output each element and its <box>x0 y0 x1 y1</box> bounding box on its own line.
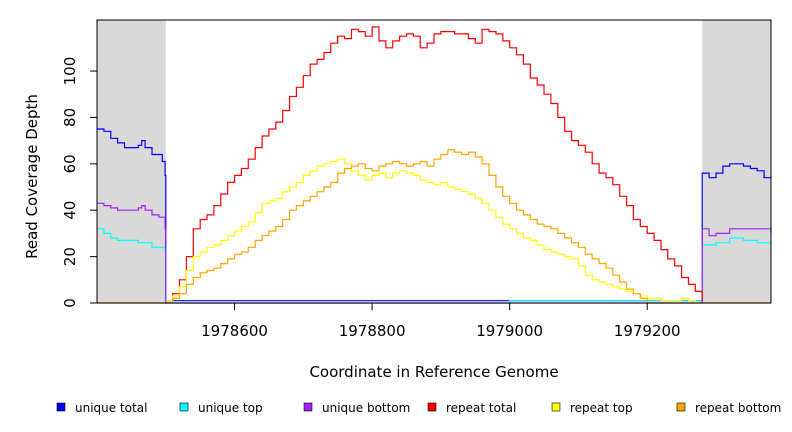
plot-frame <box>96 19 772 304</box>
legend-label-unique-total: unique total <box>75 401 147 415</box>
x-axis-title: Coordinate in Reference Genome <box>309 363 558 381</box>
legend: unique total unique top unique bottom repea… <box>56 401 781 415</box>
series-line-unique-total <box>97 128 772 302</box>
legend-label-repeat-bottom: repeat bottom <box>695 401 781 415</box>
x-axis: 1978600 1978800 1979000 1979200 <box>201 303 681 340</box>
legend-label-repeat-top: repeat top <box>570 401 633 415</box>
series-line-repeat-bottom <box>97 149 771 304</box>
legend-label-repeat-total: repeat total <box>446 401 516 415</box>
legend-label-unique-bottom: unique bottom <box>322 401 410 415</box>
x-tick-label: 1979200 <box>614 322 681 340</box>
y-tick-label: 0 <box>61 298 79 308</box>
y-axis-title: Read Coverage Depth <box>23 94 41 259</box>
series-line-unique-bottom <box>97 202 772 304</box>
y-tick-label: 100 <box>61 57 79 86</box>
shaded-regions <box>97 20 771 303</box>
series-line-repeat-total <box>165 26 703 302</box>
legend-swatch-repeat-bottom <box>676 402 686 412</box>
y-tick-label: 80 <box>61 108 79 127</box>
y-tick-label: 60 <box>61 154 79 173</box>
series-line-unique-top <box>97 228 772 304</box>
series-lines <box>97 26 772 304</box>
legend-swatch-unique-total <box>56 402 66 412</box>
x-tick-label: 1978600 <box>201 322 268 340</box>
y-tick-label: 20 <box>61 247 79 266</box>
y-tick-label: 40 <box>61 201 79 220</box>
x-tick-label: 1978800 <box>339 322 406 340</box>
legend-swatch-unique-bottom <box>303 402 313 412</box>
shaded-region-1 <box>702 20 771 303</box>
legend-swatch-repeat-total <box>427 402 437 412</box>
x-tick-label: 1979000 <box>476 322 543 340</box>
legend-swatch-unique-top <box>179 402 189 412</box>
y-axis: 0 20 40 60 80 100 <box>61 57 97 308</box>
series-line-repeat-top <box>165 158 703 304</box>
legend-swatch-repeat-top <box>551 402 561 412</box>
legend-label-unique-top: unique top <box>198 401 263 415</box>
shaded-region-0 <box>97 20 166 303</box>
